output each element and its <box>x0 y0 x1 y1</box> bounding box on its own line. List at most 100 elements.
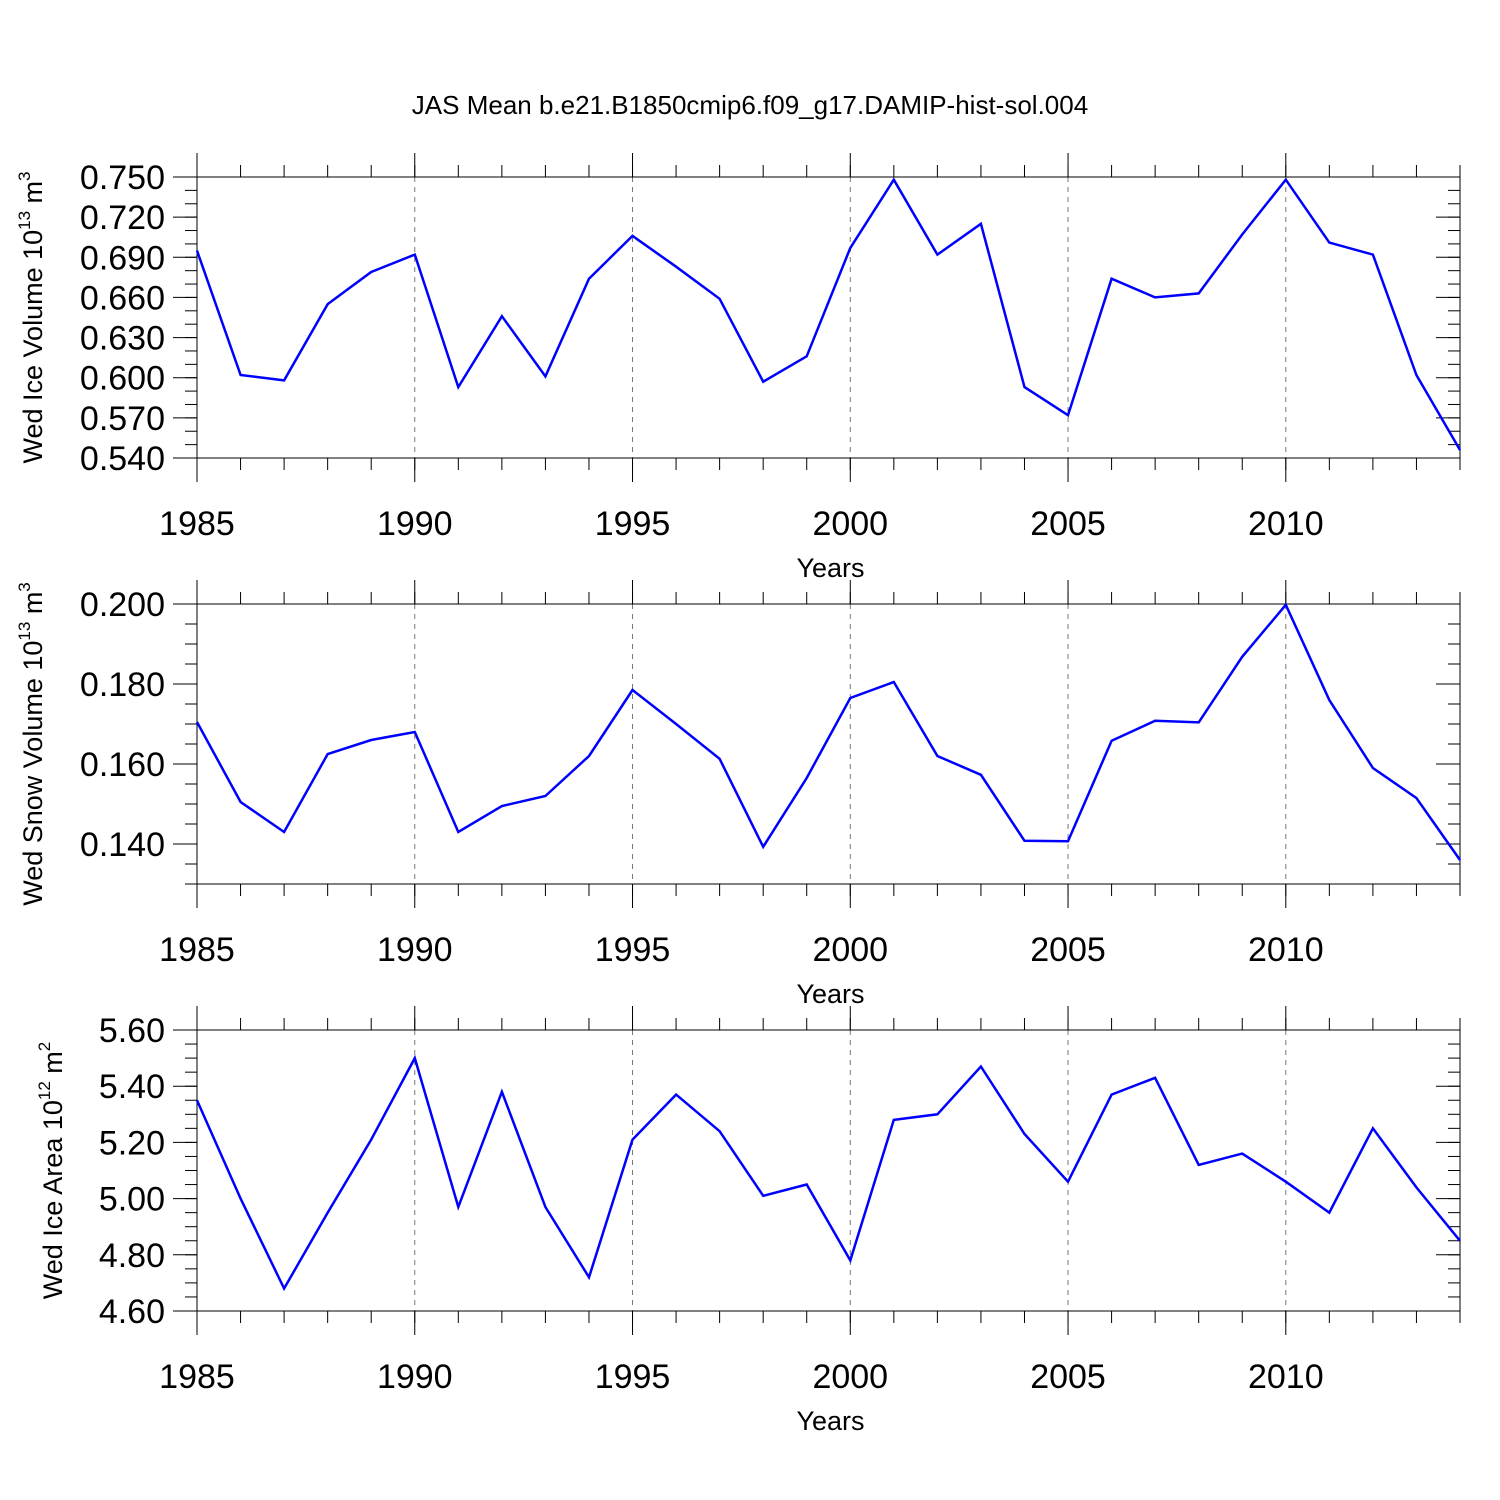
data-point-1998 <box>761 1194 765 1198</box>
data-point-2002 <box>935 253 939 257</box>
data-point-1996 <box>674 1093 678 1097</box>
y-axis-title-superscript: 3 <box>15 171 34 180</box>
data-point-2012 <box>1371 1126 1375 1130</box>
data-point-1996 <box>674 722 678 726</box>
y-tick-label: 0.570 <box>80 400 165 438</box>
data-point-1998 <box>761 845 765 849</box>
data-point-1992 <box>500 314 504 318</box>
data-point-2004 <box>1022 839 1026 843</box>
x-tick-label: 2000 <box>812 931 888 969</box>
data-point-1987 <box>282 830 286 834</box>
data-point-1988 <box>326 752 330 756</box>
panel-3: 4.60 4.80 5.00 5.20 5.40 5.60 1985 1990 1995 2000… <box>35 1006 1462 1436</box>
data-point-2001 <box>892 178 896 182</box>
data-point-1987 <box>282 1287 286 1291</box>
x-tick-label: 2010 <box>1248 1358 1324 1396</box>
data-point-2009 <box>1240 655 1244 659</box>
data-point-2006 <box>1110 739 1114 743</box>
data-point-2009 <box>1240 1152 1244 1156</box>
data-point-2000 <box>848 246 852 250</box>
x-tick-label: 1990 <box>377 505 453 543</box>
plot-frame <box>196 176 1461 459</box>
x-axis-title: Years <box>796 1406 864 1436</box>
y-tick-label: 0.660 <box>80 279 165 317</box>
data-point-2001 <box>892 1118 896 1122</box>
data-point-2005 <box>1066 839 1070 843</box>
series-line <box>195 177 1462 451</box>
y-axis-title-part: m <box>38 1051 68 1081</box>
y-axis-title-superscript: 3 <box>15 582 34 591</box>
data-point-1999 <box>805 1183 809 1187</box>
y-axis-title-part: m <box>18 181 48 211</box>
data-point-2003 <box>979 222 983 226</box>
y-tick-label: 0.140 <box>80 826 165 864</box>
data-point-1991 <box>456 830 460 834</box>
data-point-1996 <box>674 265 678 269</box>
y-tick-label: 5.40 <box>99 1068 165 1106</box>
panel-2: 0.140 0.160 0.180 0.200 1985 1990 1995 2000 2005… <box>15 580 1462 1009</box>
data-point-2008 <box>1197 291 1201 295</box>
y-tick-label: 0.200 <box>80 586 165 624</box>
x-tick-label: 1985 <box>159 505 235 543</box>
data-point-1986 <box>239 373 243 377</box>
y-axis-title-superscript: 13 <box>15 622 34 641</box>
data-point-1997 <box>718 757 722 761</box>
data-point-2011 <box>1327 698 1331 702</box>
data-point-1995 <box>631 688 635 692</box>
data-point-2008 <box>1197 720 1201 724</box>
data-point-1985 <box>195 249 199 253</box>
panel-1: 0.5400.5700.6000.6300.6600.6900.7200.750… <box>15 153 1462 583</box>
data-point-2007 <box>1153 1076 1157 1080</box>
y-axis-title: Wed Ice Volume 1013 m3 <box>15 171 48 463</box>
data-point-1989 <box>369 1138 373 1142</box>
y-tick-label: 5.60 <box>99 1012 165 1050</box>
x-tick-label: 1995 <box>595 931 671 969</box>
y-tick-label: 0.540 <box>80 440 165 478</box>
y-tick-label: 0.600 <box>80 360 165 398</box>
data-point-2011 <box>1327 241 1331 245</box>
data-point-2014 <box>1458 858 1462 862</box>
data-point-2002 <box>935 754 939 758</box>
y-axis-title-superscript: 2 <box>35 1042 54 1051</box>
data-point-2003 <box>979 1065 983 1069</box>
data-point-2009 <box>1240 233 1244 237</box>
y-tick-label: 5.20 <box>99 1124 165 1162</box>
data-point-1997 <box>718 297 722 301</box>
y-axis-title-superscript: 13 <box>15 211 34 230</box>
data-point-2004 <box>1022 1132 1026 1136</box>
y-axis-title-part: Wed Ice Volume 10 <box>18 230 48 464</box>
x-tick-label: 2005 <box>1030 1358 1106 1396</box>
data-point-1997 <box>718 1129 722 1133</box>
data-point-1986 <box>239 800 243 804</box>
data-point-1990 <box>413 730 417 734</box>
data-point-2007 <box>1153 295 1157 299</box>
data-point-1987 <box>282 378 286 382</box>
y-axis-title-part: Wed Ice Area 10 <box>38 1100 68 1299</box>
data-point-1994 <box>587 1275 591 1279</box>
x-tick-label: 1995 <box>595 1358 671 1396</box>
data-point-2005 <box>1066 1180 1070 1184</box>
data-point-1988 <box>326 302 330 306</box>
data-point-2012 <box>1371 253 1375 257</box>
data-point-1995 <box>631 234 635 238</box>
y-tick-label: 0.690 <box>80 239 165 277</box>
data-point-2014 <box>1458 448 1462 452</box>
y-axis-title: Wed Snow Volume 1013 m3 <box>15 582 48 906</box>
data-point-2014 <box>1458 1239 1462 1243</box>
data-point-2013 <box>1414 373 1418 377</box>
x-tick-label: 1985 <box>159 931 235 969</box>
y-axis-title-part: m <box>18 592 48 622</box>
data-point-1999 <box>805 776 809 780</box>
data-point-2010 <box>1284 603 1288 607</box>
y-tick-label: 0.180 <box>80 666 165 704</box>
data-point-1992 <box>500 1090 504 1094</box>
data-point-1992 <box>500 804 504 808</box>
data-point-2008 <box>1197 1163 1201 1167</box>
y-axis-title: Wed Ice Area 1012 m2 <box>35 1042 68 1300</box>
data-point-2000 <box>848 1258 852 1262</box>
data-point-1998 <box>761 380 765 384</box>
x-tick-label: 2005 <box>1030 505 1106 543</box>
data-point-2013 <box>1414 1185 1418 1189</box>
data-point-2006 <box>1110 277 1114 281</box>
